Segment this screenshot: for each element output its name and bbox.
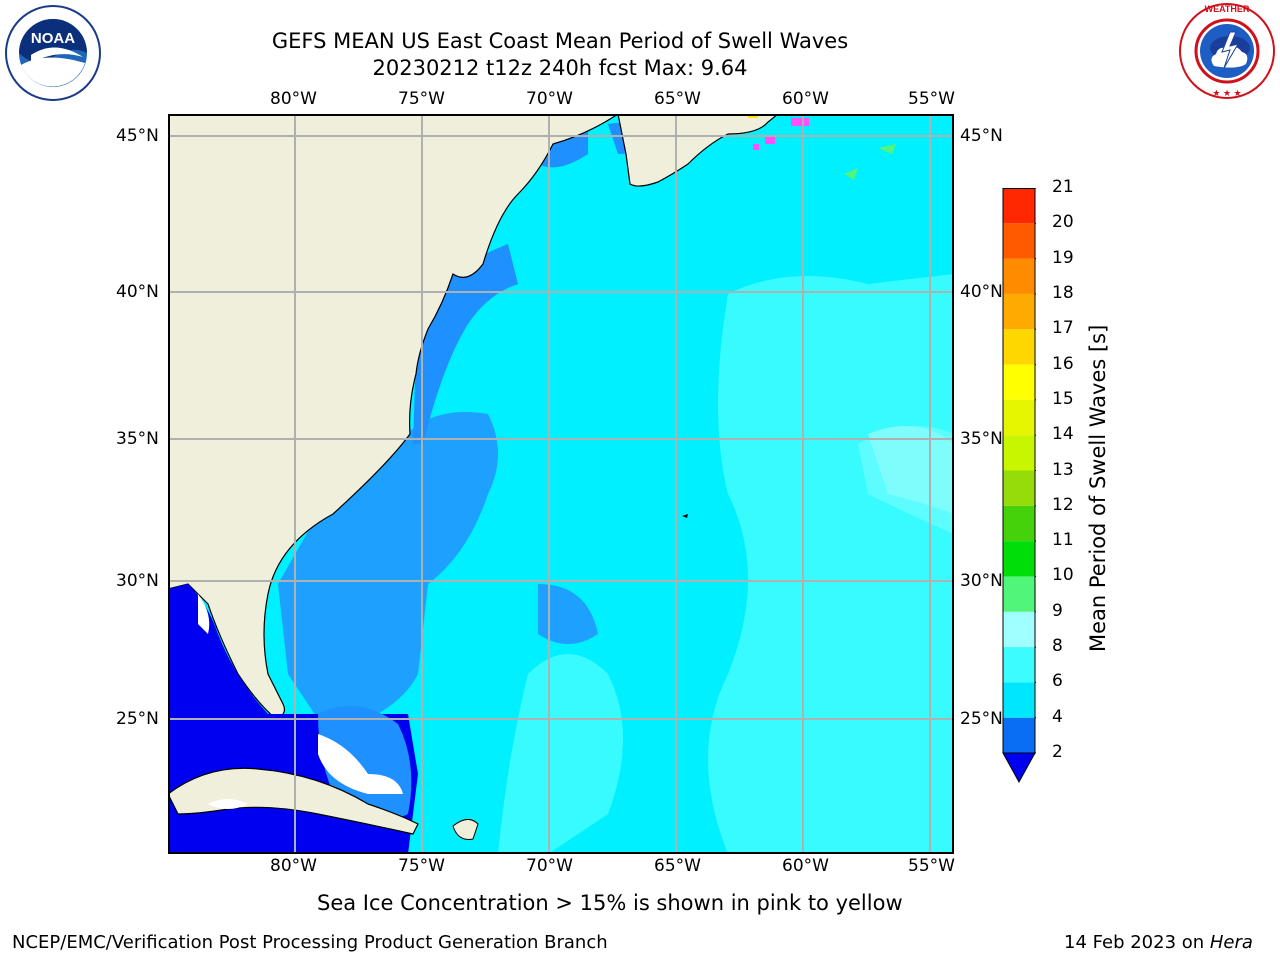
colorbar-segment [1003,682,1035,718]
lon-label-top: 75°W [398,89,445,109]
map-frame [168,114,954,854]
svg-text:★ ★ ★: ★ ★ ★ [1212,88,1241,98]
colorbar-tick-label: 10 [1052,565,1074,586]
lat-label-right: 25°N [960,709,1003,729]
graticule [168,114,954,854]
lat-label-left: 45°N [116,126,159,146]
colorbar-tick-label: 11 [1052,530,1074,551]
chart-title: GEFS MEAN US East Coast Mean Period of S… [271,29,849,53]
swell-period-map [168,114,954,854]
colorbar-tick-label: 17 [1052,318,1074,339]
colorbar-tick-label: 9 [1052,600,1063,621]
lon-label-top: 55°W [908,89,955,109]
colorbar-segment [1003,647,1035,683]
lat-label-left: 35°N [116,429,159,449]
colorbar-tick-label: 18 [1052,282,1074,303]
colorbar-segment [1003,258,1035,294]
lat-label-left: 25°N [116,709,159,729]
date-stamp: 14 Feb 2023 on Hera [1064,932,1253,953]
colorbar-segment [1003,717,1035,753]
lat-label-right: 30°N [960,571,1003,591]
swell-zone-6-8-east [708,274,954,854]
colorbar-segment [1003,293,1035,330]
lon-label-bottom: 60°W [782,856,829,876]
lon-label-top: 65°W [654,89,701,109]
noaa-logo-text: NOAA [31,30,75,47]
sea-ice-patch [791,118,809,126]
colorbar-segment [1003,541,1035,577]
lon-label-top: 80°W [270,89,317,109]
lat-label-right: 45°N [960,126,1003,146]
colorbar-segment [1003,223,1035,259]
host-text: Hera [1209,932,1253,953]
lon-label-bottom: 70°W [526,856,573,876]
nova-scotia-land [617,114,779,187]
gulf-under-2 [168,584,288,814]
colorbar-tick-label: 19 [1052,247,1074,268]
colorbar-tick-label: 20 [1052,212,1074,233]
colorbar-tick-label: 6 [1052,671,1063,692]
colorbar-segment [1003,188,1035,224]
colorbar-segment [1003,329,1035,365]
swell-zone-4-6-se [278,412,498,734]
nws-logo: WEATHER ★ ★ ★ [1178,2,1276,100]
sea-ice-note: Sea Ice Concentration > 15% is shown in … [317,891,903,915]
colorbar-segment [1003,435,1035,471]
credit-text: NCEP/EMC/Verification Post Processing Pr… [12,932,608,953]
lat-label-right: 40°N [960,282,1003,302]
colorbar-tick-label: 21 [1052,177,1074,197]
colorbar-segment [1003,611,1035,648]
colorbar-tick-label: 12 [1052,494,1074,515]
colorbar-segment [1003,576,1035,612]
lon-label-bottom: 75°W [398,856,445,876]
colorbar-segment [1003,364,1035,400]
lon-label-top: 70°W [526,89,573,109]
lon-label-top: 60°W [782,89,829,109]
noaa-logo: NOAA [5,5,101,101]
lon-label-bottom: 65°W [654,856,701,876]
colorbar-tick-label: 4 [1052,706,1063,727]
lat-label-left: 30°N [116,571,159,591]
colorbar-segment [1003,399,1035,436]
colorbar-tick-label: 8 [1052,636,1063,657]
colorbar-tick-label: 15 [1052,388,1074,409]
colorbar-title: Mean Period of Swell Waves [s] [1086,324,1110,652]
colorbar-tick-label: 13 [1052,459,1074,480]
colorbar-tick-label: 14 [1052,424,1074,445]
lat-label-right: 35°N [960,429,1003,449]
date-text: 14 Feb 2023 on [1064,932,1210,953]
lon-label-bottom: 55°W [908,856,955,876]
lat-label-left: 40°N [116,282,159,302]
chart-subtitle: 20230212 t12z 240h fcst Max: 9.64 [372,56,748,80]
svg-text:WEATHER: WEATHER [1205,4,1250,14]
bahama-bank [318,734,403,794]
colorbar-tick-label: 16 [1052,353,1074,374]
lon-label-bottom: 80°W [270,856,317,876]
colorbar-tick-label: 2 [1052,742,1063,762]
colorbar-segment [1003,470,1035,506]
colorbar-under-arrow [1002,752,1036,784]
colorbar [1002,187,1036,784]
colorbar-segment [1003,505,1035,542]
swell-zone-6-8-south [498,654,623,854]
